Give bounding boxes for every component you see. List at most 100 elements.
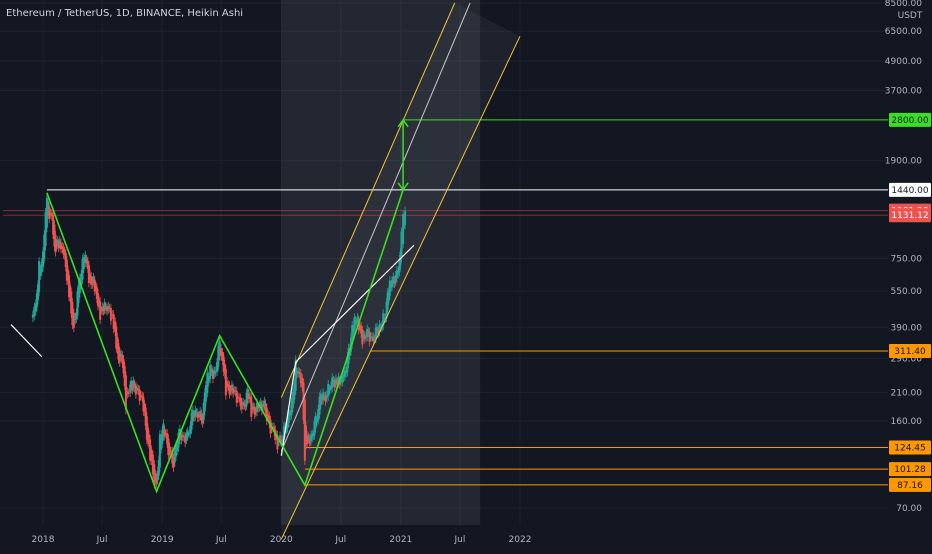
candle-body bbox=[33, 306, 36, 317]
candle-body bbox=[337, 376, 340, 383]
candle-body bbox=[387, 290, 390, 301]
candle-body bbox=[269, 419, 272, 434]
candle-body bbox=[354, 319, 357, 325]
candle-body bbox=[75, 312, 78, 319]
candle-body bbox=[132, 380, 135, 388]
candle-body bbox=[302, 382, 305, 420]
candle-body bbox=[286, 417, 289, 429]
candle-body bbox=[308, 437, 311, 445]
y-tick-label: 550.00 bbox=[891, 287, 923, 297]
candle-body bbox=[94, 285, 97, 290]
candle-body bbox=[56, 240, 59, 245]
candle-body bbox=[96, 292, 99, 307]
candle-body bbox=[328, 388, 331, 391]
base-arrow-head bbox=[397, 182, 409, 192]
candle-body bbox=[62, 247, 65, 255]
candle-body bbox=[87, 264, 90, 284]
x-tick-label: Jul bbox=[96, 535, 108, 545]
candle-body bbox=[93, 279, 96, 292]
candle-body bbox=[129, 384, 132, 393]
candle-body bbox=[156, 470, 159, 481]
y-tick-label: 290.00 bbox=[891, 354, 923, 364]
candle-body bbox=[366, 328, 369, 337]
candle-body bbox=[233, 390, 236, 392]
candle-body bbox=[91, 280, 94, 285]
candle-body bbox=[373, 338, 376, 340]
candle-body bbox=[43, 234, 46, 259]
x-tick-label: 2022 bbox=[509, 535, 532, 545]
candle-body bbox=[120, 353, 123, 357]
candle-body bbox=[143, 403, 146, 412]
candle-body bbox=[327, 384, 330, 397]
candle-body bbox=[106, 307, 109, 312]
candle-body bbox=[214, 370, 217, 373]
candle-body bbox=[126, 391, 129, 395]
candle-body bbox=[246, 389, 249, 400]
candle-body bbox=[57, 242, 60, 249]
candle-body bbox=[194, 409, 197, 417]
candle-body bbox=[66, 269, 69, 281]
candle-body bbox=[180, 434, 183, 441]
candle-body bbox=[189, 425, 192, 434]
candle-body bbox=[280, 438, 283, 443]
candle-body bbox=[307, 436, 310, 440]
candle-body bbox=[161, 429, 164, 444]
candle-body bbox=[68, 275, 71, 297]
candle-body bbox=[114, 321, 117, 332]
candle-body bbox=[98, 299, 101, 304]
candle-body bbox=[100, 310, 103, 312]
candle-body bbox=[103, 302, 106, 310]
candle-body bbox=[72, 312, 75, 328]
y-tick-label: 6500.00 bbox=[885, 27, 922, 37]
candle-body bbox=[243, 403, 246, 406]
candle-body bbox=[197, 415, 200, 418]
candle-body bbox=[130, 380, 133, 389]
candle-body bbox=[240, 401, 243, 410]
candle-body bbox=[377, 330, 380, 334]
candle-body bbox=[182, 436, 185, 438]
candle-body bbox=[209, 365, 212, 380]
channel-lower-line bbox=[280, 35, 521, 540]
candle-body bbox=[200, 413, 203, 421]
candle-body bbox=[151, 454, 154, 475]
x-tick-label: 2021 bbox=[389, 535, 412, 545]
candle-body bbox=[372, 336, 375, 342]
x-tick-label: Jul bbox=[334, 535, 346, 545]
candle-body bbox=[402, 222, 405, 229]
candle-body bbox=[324, 395, 327, 402]
symbol-title: Ethereum / TetherUS, 1D, BINANCE, Heikin… bbox=[6, 8, 244, 19]
candle-body bbox=[199, 411, 202, 417]
price-axis-background bbox=[888, 0, 932, 550]
candle-body bbox=[89, 273, 92, 279]
candle-body bbox=[134, 385, 137, 395]
candle-body bbox=[163, 429, 166, 437]
candle-body bbox=[102, 308, 105, 312]
price-badges-layer: 2800.001440.001181.201131.12311.40124.45… bbox=[889, 112, 931, 492]
price-unit-label: USDT bbox=[898, 11, 923, 21]
candle-body bbox=[76, 291, 79, 316]
candle-body bbox=[378, 324, 381, 332]
candle-body bbox=[249, 396, 252, 399]
candle-body bbox=[85, 258, 88, 264]
price-levels-layer bbox=[3, 119, 888, 486]
candle-body bbox=[64, 253, 67, 268]
y-tick-label: 160.00 bbox=[891, 417, 923, 427]
candle-body bbox=[82, 257, 85, 269]
candle-body bbox=[39, 268, 42, 276]
candle-body bbox=[53, 224, 56, 247]
channel-mid-line bbox=[280, 2, 471, 452]
price-badge-orange bbox=[889, 462, 931, 477]
candle-body bbox=[353, 317, 356, 332]
candle-body bbox=[374, 327, 377, 339]
target-arrow-head bbox=[397, 118, 409, 128]
candle-body bbox=[84, 254, 87, 263]
candle-body bbox=[81, 258, 84, 280]
candle-body bbox=[195, 412, 198, 414]
price-badge-label: 2800.00 bbox=[891, 116, 928, 126]
candle-body bbox=[257, 407, 260, 409]
candle-body bbox=[341, 374, 344, 383]
candle-body bbox=[109, 307, 112, 321]
candle-body bbox=[382, 313, 385, 326]
